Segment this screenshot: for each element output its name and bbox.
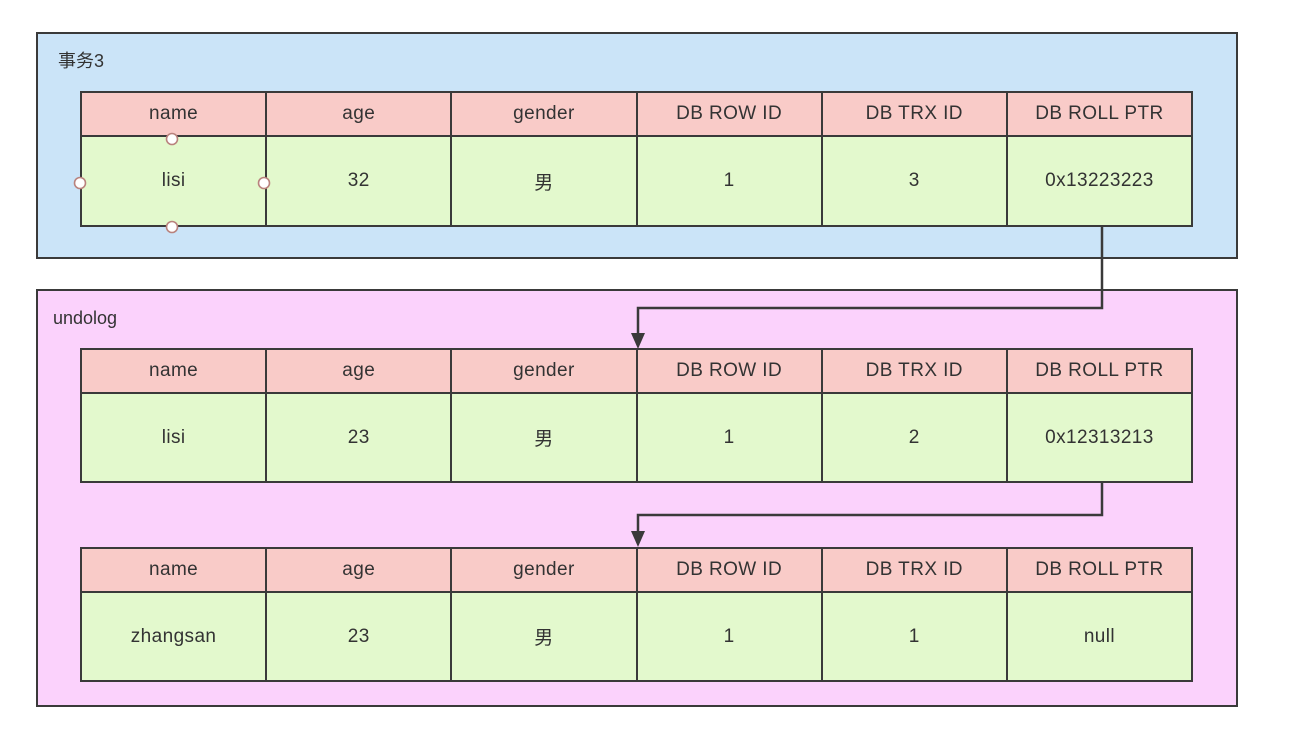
undo2-cell-name[interactable]: lisi <box>82 394 266 481</box>
table-data-row: lisi 23 男 1 2 0x12313213 <box>82 394 1192 481</box>
header-cell-gender[interactable]: gender <box>450 549 636 593</box>
header-cell-db-trx-id[interactable]: DB TRX ID <box>820 350 1006 394</box>
table-data-row: zhangsan 23 男 1 1 null <box>82 593 1192 680</box>
table-header-row: name age gender DB ROW ID DB TRX ID DB R… <box>82 549 1192 593</box>
undo2-cell-db-row-id[interactable]: 1 <box>635 394 821 481</box>
version-table-undo-trx1[interactable]: name age gender DB ROW ID DB TRX ID DB R… <box>80 547 1193 682</box>
undo1-cell-name[interactable]: zhangsan <box>82 593 266 680</box>
undolog-box-label: undolog <box>53 308 118 328</box>
header-cell-gender[interactable]: gender <box>450 93 636 137</box>
undo2-cell-gender[interactable]: 男 <box>450 394 636 481</box>
header-cell-db-row-id[interactable]: DB ROW ID <box>635 350 821 394</box>
header-cell-db-row-id[interactable]: DB ROW ID <box>635 93 821 137</box>
version-table-undo-trx2[interactable]: name age gender DB ROW ID DB TRX ID DB R… <box>80 348 1193 483</box>
version-table-current[interactable]: name age gender DB ROW ID DB TRX ID DB R… <box>80 91 1193 227</box>
current-cell-db-trx-id[interactable]: 3 <box>820 137 1006 225</box>
table-header-row: name age gender DB ROW ID DB TRX ID DB R… <box>82 350 1192 394</box>
header-cell-name[interactable]: name <box>82 350 266 394</box>
undo1-cell-db-roll-ptr[interactable]: null <box>1005 593 1192 680</box>
header-cell-db-trx-id[interactable]: DB TRX ID <box>820 549 1006 593</box>
undo1-cell-gender[interactable]: 男 <box>450 593 636 680</box>
current-cell-db-row-id[interactable]: 1 <box>635 137 821 225</box>
header-cell-gender[interactable]: gender <box>450 350 636 394</box>
header-cell-age[interactable]: age <box>265 93 451 137</box>
undo2-cell-age[interactable]: 23 <box>265 394 451 481</box>
current-cell-db-roll-ptr[interactable]: 0x13223223 <box>1005 137 1192 225</box>
header-cell-db-roll-ptr[interactable]: DB ROLL PTR <box>1005 549 1192 593</box>
undo2-cell-db-trx-id[interactable]: 2 <box>820 394 1006 481</box>
undo1-cell-age[interactable]: 23 <box>265 593 451 680</box>
current-cell-name[interactable]: lisi <box>82 137 266 225</box>
header-cell-db-roll-ptr[interactable]: DB ROLL PTR <box>1005 350 1192 394</box>
table-data-row: lisi 32 男 1 3 0x13223223 <box>82 137 1192 225</box>
undo1-cell-db-row-id[interactable]: 1 <box>635 593 821 680</box>
header-cell-db-roll-ptr[interactable]: DB ROLL PTR <box>1005 93 1192 137</box>
header-cell-db-trx-id[interactable]: DB TRX ID <box>820 93 1006 137</box>
transaction-box-label: 事务3 <box>58 51 105 71</box>
table-header-row: name age gender DB ROW ID DB TRX ID DB R… <box>82 93 1192 137</box>
header-cell-db-row-id[interactable]: DB ROW ID <box>635 549 821 593</box>
undo1-cell-db-trx-id[interactable]: 1 <box>820 593 1006 680</box>
current-cell-gender[interactable]: 男 <box>450 137 636 225</box>
header-cell-age[interactable]: age <box>265 350 451 394</box>
header-cell-name[interactable]: name <box>82 93 266 137</box>
current-cell-age[interactable]: 32 <box>265 137 451 225</box>
header-cell-age[interactable]: age <box>265 549 451 593</box>
header-cell-name[interactable]: name <box>82 549 266 593</box>
undo2-cell-db-roll-ptr[interactable]: 0x12313213 <box>1005 394 1192 481</box>
